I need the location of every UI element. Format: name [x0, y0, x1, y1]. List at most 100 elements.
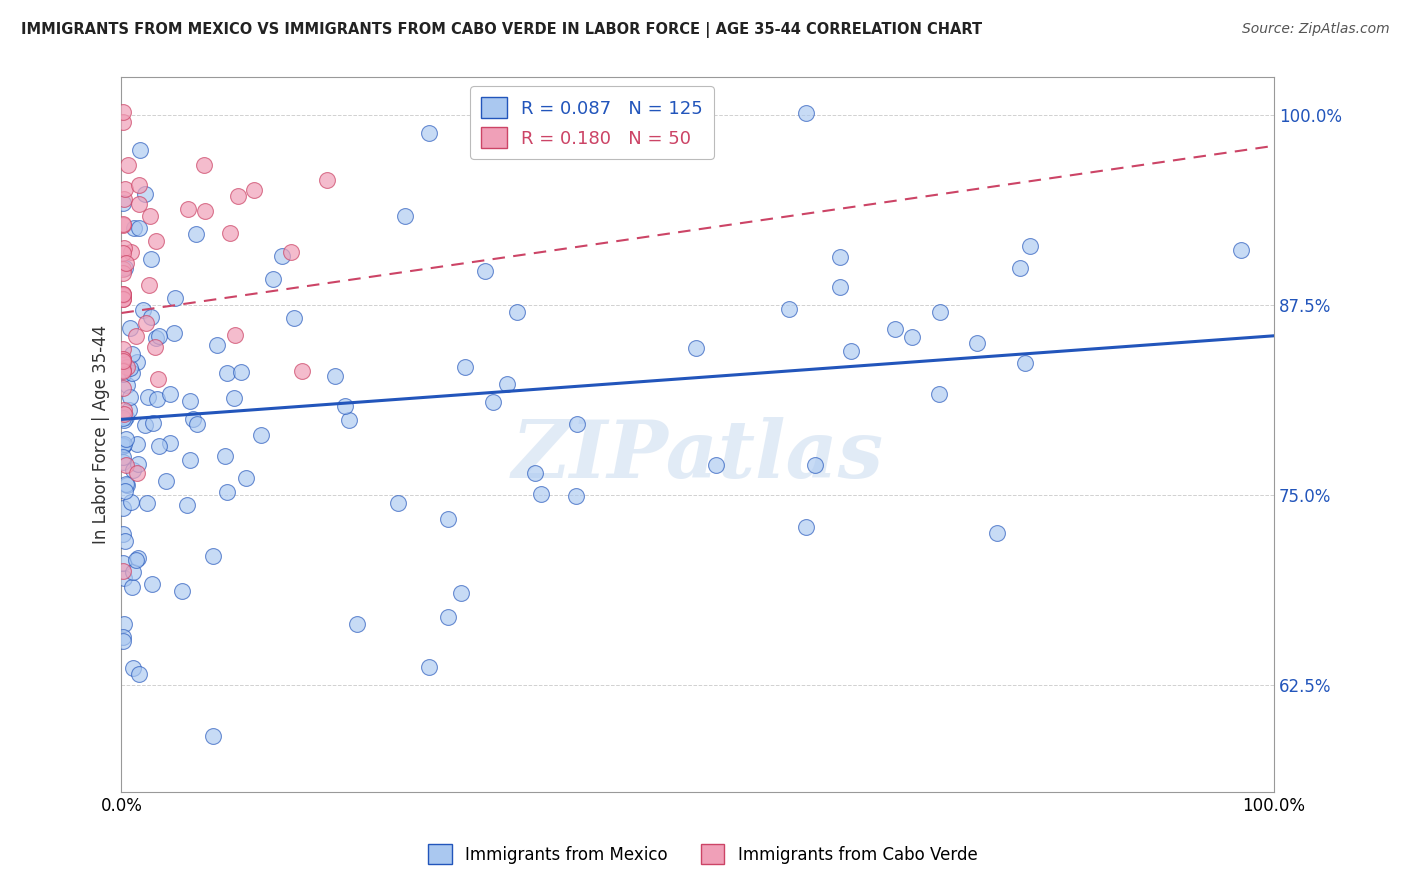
Point [804, 458, 827, 472]
Point [474, 264, 496, 278]
Point [186, 417, 208, 431]
Point [387, 496, 409, 510]
Point [394, 209, 416, 223]
Point [115, 432, 138, 446]
Point [141, 577, 163, 591]
Point [179, 453, 201, 467]
Point [114, 255, 136, 269]
Point [111, 217, 134, 231]
Point [118, 403, 141, 417]
Point [437, 512, 460, 526]
Point [205, 337, 228, 351]
Point [215, 485, 238, 500]
Point [128, 221, 150, 235]
Point [127, 457, 149, 471]
Point [111, 356, 134, 370]
Point [128, 197, 150, 211]
Point [177, 202, 200, 217]
Point [280, 244, 302, 259]
Point [1019, 239, 1042, 253]
Point [262, 272, 284, 286]
Point [132, 302, 155, 317]
Point [111, 352, 134, 367]
Point [111, 364, 134, 378]
Point [124, 552, 146, 566]
Point [1230, 244, 1253, 258]
Point [112, 407, 135, 421]
Point [574, 101, 596, 115]
Point [828, 250, 851, 264]
Point [201, 549, 224, 563]
Point [111, 557, 134, 571]
Point [214, 450, 236, 464]
Point [148, 329, 170, 343]
Point [148, 439, 170, 453]
Point [283, 311, 305, 326]
Point [111, 367, 134, 381]
Point [565, 489, 588, 503]
Point [186, 227, 208, 242]
Point [145, 331, 167, 345]
Point [117, 158, 139, 172]
Point [111, 410, 134, 425]
Point [794, 520, 817, 534]
Point [114, 533, 136, 548]
Point [148, 372, 170, 386]
Point [121, 580, 143, 594]
Point [565, 417, 588, 432]
Point [125, 328, 148, 343]
Point [219, 226, 242, 240]
Point [128, 178, 150, 193]
Point [111, 438, 134, 452]
Point [155, 474, 177, 488]
Point [114, 437, 136, 451]
Point [114, 182, 136, 196]
Point [112, 413, 135, 427]
Point [111, 293, 134, 307]
Point [159, 386, 181, 401]
Point [141, 310, 163, 324]
Point [111, 450, 134, 464]
Point [291, 364, 314, 378]
Point [496, 377, 519, 392]
Point [794, 105, 817, 120]
Legend: Immigrants from Mexico, Immigrants from Cabo Verde: Immigrants from Mexico, Immigrants from … [422, 838, 984, 871]
Point [111, 105, 134, 120]
Point [120, 244, 142, 259]
Point [111, 352, 134, 367]
Point [134, 417, 156, 432]
Point [172, 584, 194, 599]
Point [235, 471, 257, 485]
Point [112, 571, 135, 585]
Point [127, 354, 149, 368]
Point [224, 327, 246, 342]
Point [111, 218, 134, 232]
Point [215, 366, 238, 380]
Point [454, 360, 477, 375]
Point [193, 158, 215, 172]
Point [127, 550, 149, 565]
Point [129, 143, 152, 157]
Point [136, 390, 159, 404]
Text: ZIPatlas: ZIPatlas [512, 417, 884, 495]
Point [114, 483, 136, 498]
Point [117, 478, 139, 492]
Point [121, 347, 143, 361]
Point [1010, 261, 1032, 276]
Y-axis label: In Labor Force | Age 35-44: In Labor Force | Age 35-44 [93, 325, 110, 544]
Point [111, 564, 134, 578]
Point [315, 173, 337, 187]
Point [524, 466, 547, 480]
Point [111, 363, 134, 377]
Point [120, 361, 142, 376]
Legend: R = 0.087   N = 125, R = 0.180   N = 50: R = 0.087 N = 125, R = 0.180 N = 50 [471, 87, 714, 159]
Point [111, 527, 134, 541]
Point [194, 204, 217, 219]
Point [839, 344, 862, 359]
Point [112, 288, 135, 302]
Point [117, 360, 139, 375]
Point [138, 278, 160, 293]
Point [120, 391, 142, 405]
Point [337, 412, 360, 426]
Point [122, 565, 145, 579]
